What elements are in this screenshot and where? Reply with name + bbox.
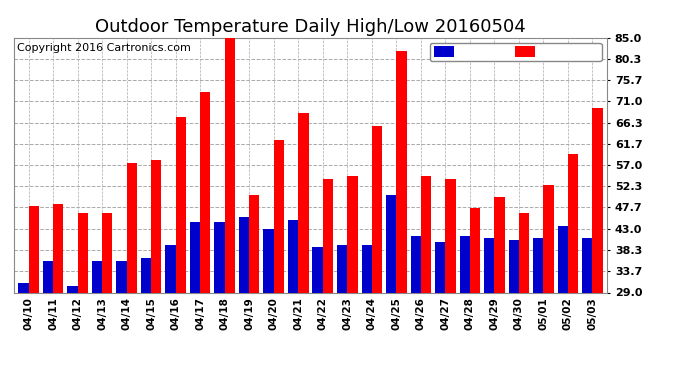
Bar [386, 195, 396, 375]
Bar [362, 245, 372, 375]
Bar [435, 242, 445, 375]
Bar [176, 117, 186, 375]
Bar [77, 213, 88, 375]
Bar [274, 140, 284, 375]
Legend: Low  (°F), High  (°F): Low (°F), High (°F) [430, 43, 602, 61]
Bar [558, 226, 568, 375]
Bar [67, 286, 77, 375]
Bar [470, 208, 480, 375]
Bar [28, 206, 39, 375]
Bar [117, 261, 126, 375]
Bar [372, 126, 382, 375]
Bar [215, 222, 225, 375]
Bar [166, 245, 176, 375]
Bar [347, 176, 357, 375]
Text: Copyright 2016 Cartronics.com: Copyright 2016 Cartronics.com [17, 43, 190, 52]
Bar [249, 195, 259, 375]
Bar [298, 112, 308, 375]
Bar [593, 108, 603, 375]
Bar [264, 229, 274, 375]
Bar [484, 238, 495, 375]
Bar [323, 178, 333, 375]
Bar [225, 38, 235, 375]
Bar [92, 261, 102, 375]
Bar [151, 160, 161, 375]
Bar [200, 92, 210, 375]
Bar [288, 220, 298, 375]
Bar [102, 213, 112, 375]
Bar [239, 217, 249, 375]
Bar [126, 163, 137, 375]
Bar [445, 178, 455, 375]
Bar [396, 51, 406, 375]
Bar [544, 186, 554, 375]
Bar [53, 204, 63, 375]
Bar [190, 222, 200, 375]
Bar [568, 154, 578, 375]
Bar [141, 258, 151, 375]
Bar [411, 236, 421, 375]
Bar [43, 261, 53, 375]
Bar [582, 238, 593, 375]
Bar [18, 284, 28, 375]
Bar [421, 176, 431, 375]
Bar [495, 197, 504, 375]
Title: Outdoor Temperature Daily High/Low 20160504: Outdoor Temperature Daily High/Low 20160… [95, 18, 526, 36]
Bar [337, 245, 347, 375]
Bar [533, 238, 544, 375]
Bar [313, 247, 323, 375]
Bar [460, 236, 470, 375]
Bar [509, 240, 519, 375]
Bar [519, 213, 529, 375]
